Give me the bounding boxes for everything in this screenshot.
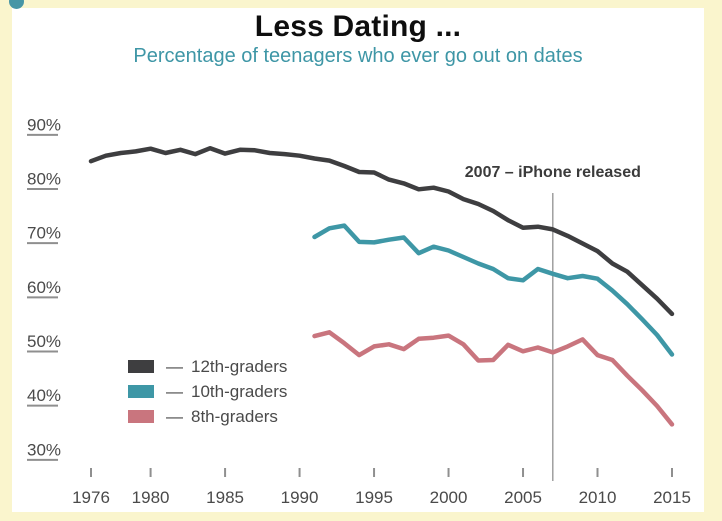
legend-swatch-8th [128,410,154,423]
x-tick-label: 1980 [132,488,170,507]
annotation-label: 2007 – iPhone released [465,164,641,181]
x-tick-label: 1976 [72,488,110,507]
y-tick-label: 30% [27,440,61,459]
y-tick-label: 90% [27,115,61,134]
x-tick-label: 2015 [653,488,691,507]
chart-header: Less Dating ... Percentage of teenagers … [12,10,704,68]
logo-dot-icon [9,0,24,9]
y-tick-label: 50% [27,332,61,351]
y-tick-label: 40% [27,386,61,405]
legend-dash: — [166,356,183,376]
y-axis: 90% 80% 70% 60% 50% 40% 30% [27,115,61,461]
x-tick-label: 2010 [579,488,617,507]
x-tick-label: 1995 [355,488,393,507]
x-axis: 1976 1980 1985 1990 1995 2000 2005 2010 2015 [72,468,691,507]
chart-subtitle: Percentage of teenagers who ever go out … [133,45,583,67]
chart-canvas: Less Dating ... Percentage of teenagers … [9,0,704,512]
legend-dash: — [166,406,183,426]
legend-item: — 12th-graders [128,357,287,376]
series-line-10th-graders [312,223,675,357]
legend-item-label: 10th-graders [191,381,288,401]
x-tick-label: 2005 [504,488,542,507]
legend: — 12th-graders — 10th-graders — 8th-grad… [128,357,287,426]
legend-item: — 8th-graders [128,407,287,426]
x-tick-label: 1985 [206,488,244,507]
x-tick-label: 1990 [281,488,319,507]
legend-swatch-12th [128,360,154,373]
x-tick-label: 2000 [430,488,468,507]
series-line-8th-graders [312,330,675,427]
legend-swatch-10th [128,385,154,398]
annotation-group: 2007 – iPhone released [465,164,641,481]
legend-item: — 10th-graders [128,382,287,401]
chart-title: Less Dating ... [254,10,462,43]
legend-dash: — [166,381,183,401]
series-lines [88,145,675,427]
y-tick-label: 80% [27,169,61,188]
series-line-12th-graders [88,145,675,317]
legend-item-label: 12th-graders [191,356,288,376]
y-tick-label: 70% [27,224,61,243]
legend-item-label: 8th-graders [191,406,278,426]
y-tick-label: 60% [27,278,61,297]
